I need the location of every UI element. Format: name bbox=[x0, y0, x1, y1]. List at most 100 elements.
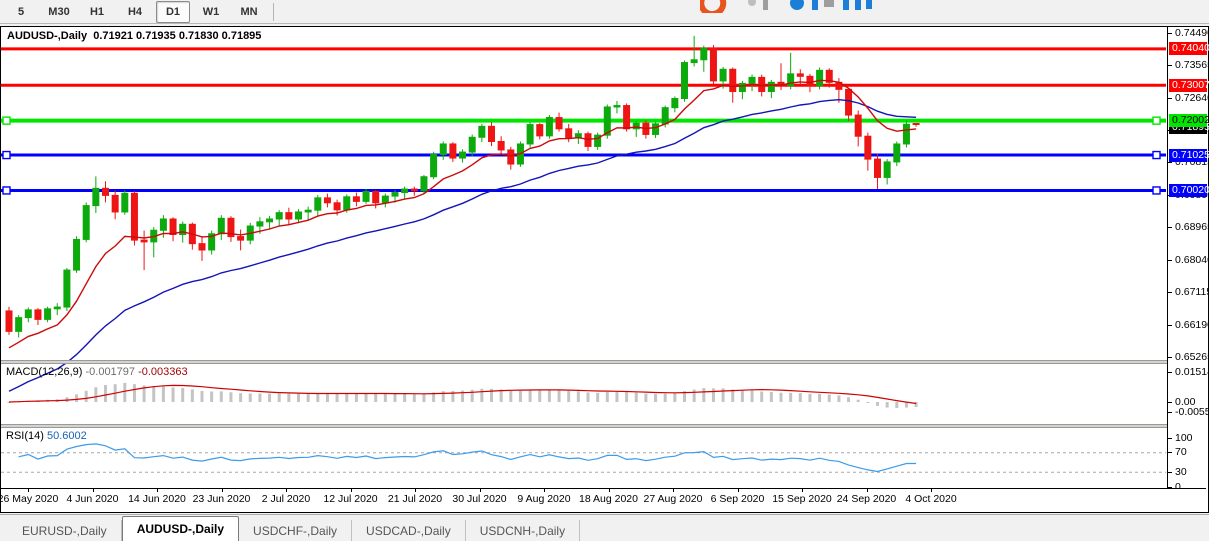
macd-histogram-bar bbox=[586, 392, 590, 402]
symbol-tab-usdcad[interactable]: USDCAD-,Daily bbox=[352, 520, 466, 541]
candle-body-down bbox=[140, 239, 148, 243]
macd-histogram-bar bbox=[345, 393, 349, 402]
macd-histogram-bar bbox=[876, 402, 879, 406]
line-handle-0.71025[interactable] bbox=[1152, 150, 1161, 160]
price-tick-0.73565: 0.73565 bbox=[1175, 59, 1209, 72]
candle-body-down bbox=[449, 143, 457, 159]
price-tick-0.68965: 0.68965 bbox=[1175, 221, 1209, 234]
candle-body-down bbox=[198, 243, 206, 251]
timeframe-button-mn[interactable]: MN bbox=[240, 5, 258, 18]
toolbar-separator bbox=[273, 2, 274, 21]
time-axis[interactable]: 26 May 2020 4 Jun 2020 14 Jun 2020 23 Jun 2… bbox=[0, 488, 1206, 512]
timeframe-button-5[interactable]: 5 bbox=[17, 5, 25, 18]
macd-histogram-bar bbox=[335, 393, 339, 402]
candle-body-down bbox=[796, 73, 804, 77]
date-tick bbox=[415, 489, 416, 492]
candle-body-up bbox=[295, 211, 302, 220]
macd-name: MACD(12,26,9) bbox=[6, 366, 83, 378]
macd-histogram-bar bbox=[104, 385, 107, 402]
macd-histogram-bar bbox=[75, 394, 79, 402]
rsi-tick-0: 0 bbox=[1175, 480, 1181, 493]
panel-splitter-rsi[interactable] bbox=[1, 424, 1167, 428]
date-label-9: 18 Aug 2020 bbox=[579, 493, 638, 505]
macd-histogram-bar bbox=[818, 393, 822, 402]
timeframe-button-d1[interactable]: D1 bbox=[156, 0, 190, 23]
symbol-tab-usdchf[interactable]: USDCHF-,Daily bbox=[239, 520, 353, 541]
date-tick bbox=[866, 489, 868, 492]
candle-body-up bbox=[594, 134, 602, 147]
macd-histogram-bar bbox=[364, 393, 368, 402]
line-handle-0.72002[interactable] bbox=[2, 116, 11, 125]
date-label-8: 9 Aug 2020 bbox=[517, 493, 571, 505]
date-tick bbox=[350, 489, 352, 492]
candle-body-down bbox=[584, 133, 592, 147]
candle-body-down bbox=[169, 218, 177, 235]
macd-histogram-bar bbox=[644, 393, 648, 402]
candle-body-down bbox=[34, 309, 42, 320]
candle-body-up bbox=[159, 218, 167, 231]
symbol-tab-eurusd[interactable]: EURUSD-,Daily bbox=[8, 520, 122, 541]
line-handle-0.70020[interactable] bbox=[1152, 186, 1161, 195]
line-handle-0.71025[interactable] bbox=[2, 150, 11, 160]
candle-body-up bbox=[632, 122, 640, 130]
rsi-tick-100-tick bbox=[1168, 437, 1172, 439]
candle-body-up bbox=[603, 106, 611, 136]
candle-body-down bbox=[864, 135, 872, 160]
candle-body-down bbox=[854, 114, 862, 137]
macd-histogram-bar bbox=[412, 394, 416, 402]
rsi-tick-100: 100 bbox=[1175, 431, 1193, 444]
price-axis[interactable]: 0.744900.735650.726400.717150.708150.698… bbox=[1167, 27, 1209, 493]
macd-histogram-bar bbox=[711, 388, 715, 402]
macd-tick-0.00: 0.00 bbox=[1175, 395, 1196, 408]
macd-histogram-bar bbox=[576, 391, 580, 402]
price-tick-0.67115-tick bbox=[1168, 292, 1172, 294]
symbol-tab-usdcnh[interactable]: USDCNH-,Daily bbox=[466, 520, 581, 541]
candle-body-up bbox=[883, 161, 891, 178]
macd-histogram-bar bbox=[509, 390, 513, 402]
macd-histogram-bar bbox=[654, 393, 658, 402]
candle-body-down bbox=[806, 75, 814, 87]
macd-histogram-bar bbox=[432, 392, 436, 402]
macd-tick-0.015142-tick bbox=[1168, 372, 1172, 374]
candle-body-up bbox=[381, 195, 389, 204]
rsi-line bbox=[18, 443, 917, 473]
price-tick-0.65265-tick bbox=[1168, 357, 1172, 359]
candle-body-up bbox=[217, 217, 225, 235]
macd-histogram-bar bbox=[615, 391, 619, 402]
candle-body-up bbox=[671, 98, 679, 109]
brand-logo-swoosh bbox=[700, 0, 727, 13]
candle-body-up bbox=[545, 117, 553, 137]
timeframe-button-w1[interactable]: W1 bbox=[202, 5, 220, 18]
macd-histogram-bar bbox=[7, 402, 11, 403]
date-label-7: 30 Jul 2020 bbox=[452, 493, 507, 505]
date-tick bbox=[544, 489, 545, 492]
line-handle-0.72002[interactable] bbox=[1152, 116, 1161, 125]
macd-histogram-bar bbox=[663, 393, 667, 402]
line-handle-0.70020[interactable] bbox=[2, 186, 11, 195]
date-label-11: 6 Sep 2020 bbox=[710, 493, 765, 505]
macd-histogram-bar bbox=[904, 402, 908, 408]
date-tick bbox=[479, 489, 481, 492]
candle-body-down bbox=[333, 202, 341, 211]
candle-body-down bbox=[845, 88, 853, 116]
macd-histogram-bar bbox=[731, 389, 735, 402]
candle-body-up bbox=[420, 176, 428, 192]
macd-histogram-bar bbox=[142, 385, 146, 402]
timeframe-button-h4[interactable]: H4 bbox=[127, 5, 143, 18]
symbol-tab-audusd[interactable]: AUDUSD-,Daily bbox=[121, 516, 240, 541]
candle-body-up bbox=[430, 154, 438, 178]
timeframe-button-m30[interactable]: M30 bbox=[48, 5, 70, 18]
macd-histogram-bar bbox=[451, 390, 455, 402]
macd-histogram-bar bbox=[683, 391, 686, 402]
macd-histogram-bar bbox=[769, 392, 773, 402]
panel-splitter-macd[interactable] bbox=[1, 360, 1167, 364]
timeframe-button-h1[interactable]: H1 bbox=[89, 5, 105, 18]
macd-histogram-bar bbox=[827, 394, 831, 402]
macd-histogram-bar bbox=[567, 390, 571, 402]
price-tick-0.65265: 0.65265 bbox=[1175, 351, 1209, 364]
price-tick-0.72640-tick bbox=[1168, 97, 1172, 99]
candle-body-down bbox=[352, 196, 360, 202]
